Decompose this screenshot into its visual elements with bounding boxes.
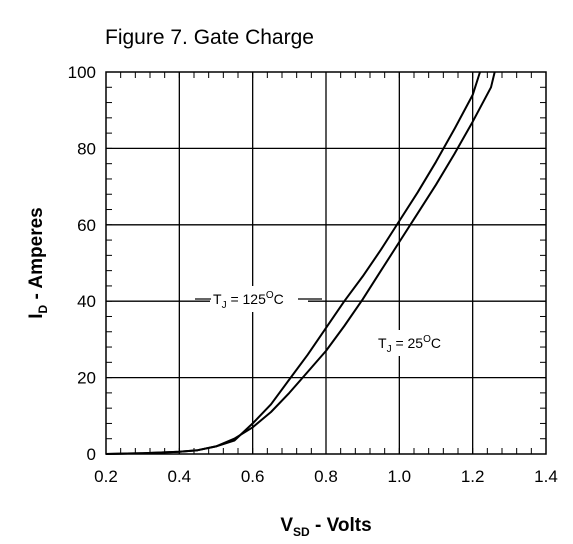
y-tick-labels: 0 20 40 60 80 100	[68, 63, 96, 464]
x-tick-label: 1.4	[534, 467, 558, 486]
x-tick-labels: 0.2 0.4 0.6 0.8 1.0 1.2 1.4	[94, 467, 558, 486]
x-tick-label: 0.2	[94, 467, 118, 486]
x-tick-label: 0.8	[314, 467, 338, 486]
series-line-125c	[105, 71, 481, 455]
y-tick-label: 60	[77, 216, 96, 235]
plot-frame	[105, 71, 547, 455]
series-line-25c	[105, 71, 496, 455]
series-label-25c: TJ = 25OC	[378, 334, 441, 355]
x-tick-label: 0.4	[168, 467, 192, 486]
label-25-background	[373, 330, 465, 356]
label-125-background	[210, 286, 308, 312]
y-tick-label: 80	[77, 139, 96, 158]
x-axis-label: VSD - Volts	[280, 515, 371, 539]
series-layer	[105, 71, 496, 455]
y-tick-label: 100	[68, 63, 96, 82]
y-axis-label: ID - Amperes	[26, 207, 50, 318]
series-label-125c: TJ = 125OC	[213, 290, 284, 311]
x-tick-label: 1.0	[388, 467, 412, 486]
y-tick-label: 40	[77, 292, 96, 311]
x-tick-label: 1.2	[461, 467, 485, 486]
y-tick-label: 0	[87, 445, 96, 464]
grid-lines	[106, 72, 546, 454]
minor-ticks	[105, 71, 547, 455]
x-tick-label: 0.6	[241, 467, 265, 486]
chart-title: Figure 7. Gate Charge	[105, 26, 314, 49]
y-tick-label: 20	[77, 369, 96, 388]
